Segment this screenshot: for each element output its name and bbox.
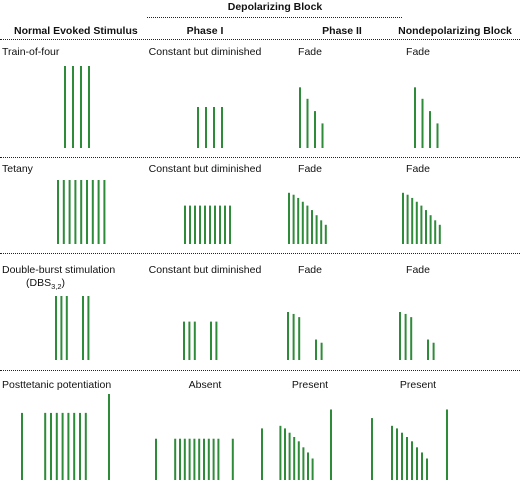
row-label-dbs: (DBS3,2) [26, 277, 66, 292]
separator-row-3 [0, 370, 520, 371]
row3-nondep-label: Fade [406, 264, 430, 276]
header-depolarizing-block: Depolarizing Block [227, 1, 323, 13]
row2-phase1-label: Constant but diminished [148, 163, 262, 175]
row-label-train-of-four: Train-of-four [2, 46, 60, 58]
header-nondepolarizing-block: Nondepolarizing Block [398, 25, 512, 37]
row4-phase2-label: Present [291, 379, 329, 391]
header-normal-evoked-stimulus: Normal Evoked Stimulus [14, 25, 138, 37]
depolarizing-span-line [147, 17, 402, 18]
row4-nondep-label: Present [399, 379, 437, 391]
row3-phase2-label: Fade [298, 264, 322, 276]
row1-phase2-label: Fade [298, 46, 322, 58]
header-phase-2: Phase II [322, 25, 362, 37]
row-label-double-burst: Double-burst stimulation [2, 264, 116, 276]
separator-header [0, 39, 520, 40]
header-phase-1: Phase I [186, 25, 224, 37]
dbs-suffix: ) [61, 277, 66, 289]
separator-row-1 [0, 157, 520, 158]
row1-nondep-label: Fade [406, 46, 430, 58]
row3-phase1-label: Constant but diminished [148, 264, 262, 276]
row4-phase1-label: Absent [188, 379, 222, 391]
dbs-prefix: (DBS [26, 277, 52, 289]
row2-phase2-label: Fade [298, 163, 322, 175]
row-label-posttetanic-potentiation: Posttetanic potentiation [2, 379, 112, 391]
row1-phase1-label: Constant but diminished [148, 46, 262, 58]
row-label-tetany: Tetany [2, 163, 33, 175]
dbs-subscript: 3,2 [51, 282, 62, 292]
row2-nondep-label: Fade [406, 163, 430, 175]
separator-row-2 [0, 253, 520, 254]
